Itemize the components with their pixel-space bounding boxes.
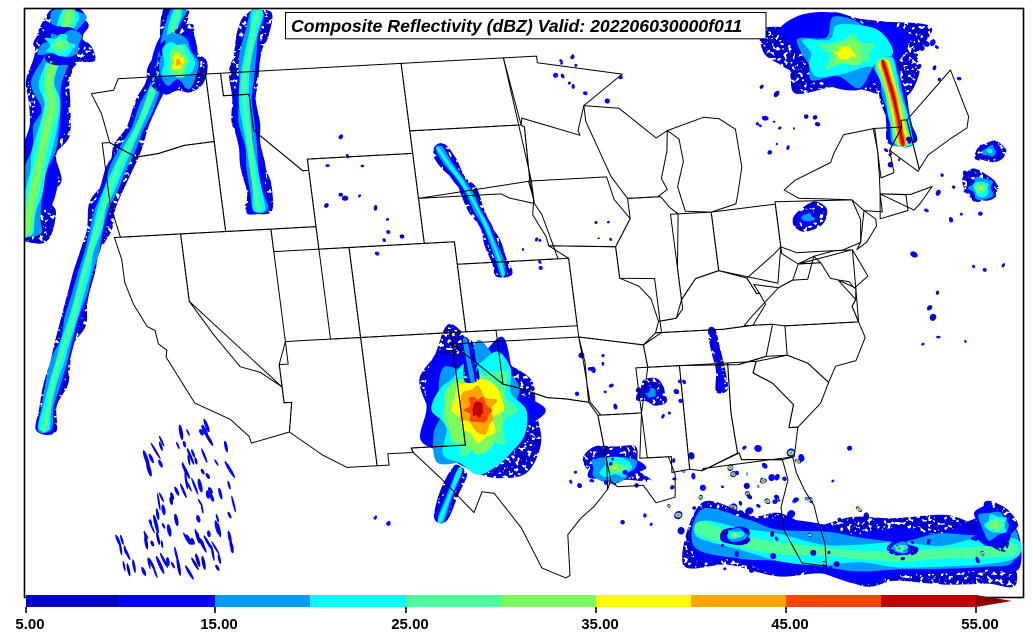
svg-text:35.00: 35.00 [581, 616, 619, 633]
svg-text:45.00: 45.00 [771, 616, 809, 633]
svg-text:15.00: 15.00 [200, 616, 238, 633]
svg-text:5.00: 5.00 [15, 616, 44, 633]
svg-text:25.00: 25.00 [391, 616, 429, 633]
svg-text:Composite Reflectivity (dBZ) V: Composite Reflectivity (dBZ) Valid: 2022… [291, 16, 742, 36]
svg-text:55.00: 55.00 [961, 616, 999, 633]
